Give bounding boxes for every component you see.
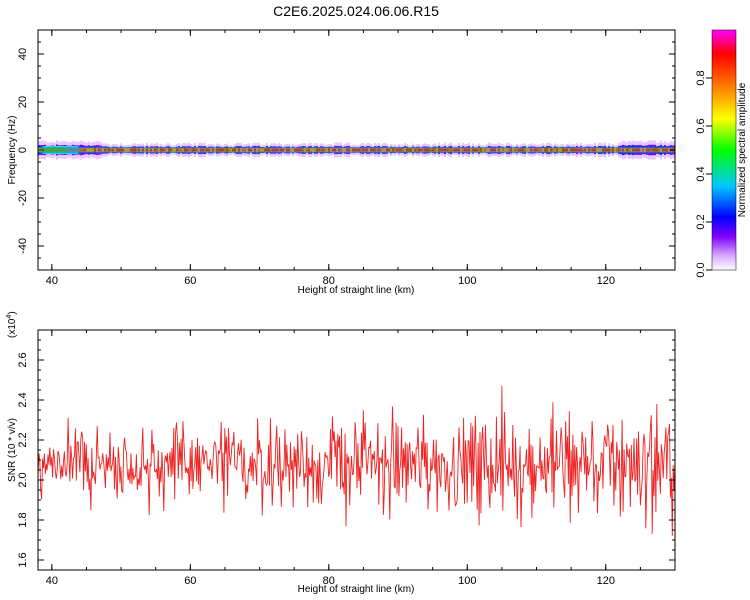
x-tick-label: 80 xyxy=(323,575,335,587)
x-tick-label: 100 xyxy=(458,275,476,287)
colorbar-tick-label: 0.0 xyxy=(695,262,707,277)
spectrogram-y-label: Frequency (Hz) xyxy=(7,116,18,185)
chart-title: C2E6.2025.024.06.06.R15 xyxy=(273,3,439,19)
y-tick-label: 1.8 xyxy=(17,512,29,527)
snr-x-ticks: 40 60 80 100 120 xyxy=(46,330,676,587)
snr-multiplier-base: (x10 xyxy=(7,318,18,338)
spectrogram-marks xyxy=(38,140,675,160)
snr-multiplier-exp: 4 xyxy=(6,315,13,319)
y-tick-label: -40 xyxy=(17,238,29,254)
y-tick-label: 1.6 xyxy=(17,552,29,567)
y-tick-label: 40 xyxy=(17,48,29,60)
y-tick-label: -20 xyxy=(17,190,29,206)
spectrogram-x-ticks: 40 60 80 100 120 xyxy=(46,30,676,287)
x-tick-label: 40 xyxy=(46,275,58,287)
x-tick-label: 60 xyxy=(184,575,196,587)
x-tick-label: 40 xyxy=(46,575,58,587)
spectrogram-x-label: Height of straight line (km) xyxy=(298,285,415,296)
colorbar-tick-label: 0.2 xyxy=(695,214,707,229)
snr-y-ticks: 1.6 1.8 2.0 2.2 2.4 2.6 xyxy=(17,339,675,568)
snr-multiplier: (x104) xyxy=(6,311,18,338)
y-tick-label: 2.0 xyxy=(17,472,29,487)
colorbar-gradient xyxy=(711,29,737,271)
spectrogram-y-ticks: -40 -20 0 20 40 xyxy=(17,29,675,271)
y-tick-label: 20 xyxy=(17,96,29,108)
colorbar-tick-label: 0.6 xyxy=(695,118,707,133)
y-tick-label: 2.2 xyxy=(17,432,29,447)
spectrogram-panel: 40 60 80 100 120 -40 -20 0 20 40 Height of strai… xyxy=(7,29,676,296)
x-tick-label: 100 xyxy=(458,575,476,587)
colorbar-label: Normalized spectral amplitude xyxy=(737,82,748,217)
snr-series-line xyxy=(38,385,675,536)
snr-y-label: SNR (10 * v/v) xyxy=(7,418,18,482)
x-tick-label: 80 xyxy=(323,275,335,287)
x-tick-label: 60 xyxy=(184,275,196,287)
colorbar: 0.0 0.2 0.4 0.6 0.8 Normalized spectral ampl… xyxy=(695,29,748,278)
colorbar-tick-label: 0.4 xyxy=(695,166,707,181)
snr-marks xyxy=(38,385,675,536)
svg-text:(x104): (x104) xyxy=(6,311,18,338)
colorbar-ticks: 0.0 0.2 0.4 0.6 0.8 xyxy=(695,70,712,278)
y-tick-label: 2.4 xyxy=(17,392,29,407)
snr-x-label: Height of straight line (km) xyxy=(298,584,415,595)
x-tick-label: 120 xyxy=(597,575,615,587)
x-tick-label: 120 xyxy=(597,275,615,287)
y-tick-label: 2.6 xyxy=(17,352,29,367)
y-tick-label: 0 xyxy=(17,147,29,153)
colorbar-tick-label: 0.8 xyxy=(695,70,707,85)
snr-panel: 40 60 80 100 120 1.6 1.8 2.0 2.2 2.4 2.6 Height o… xyxy=(6,311,676,595)
